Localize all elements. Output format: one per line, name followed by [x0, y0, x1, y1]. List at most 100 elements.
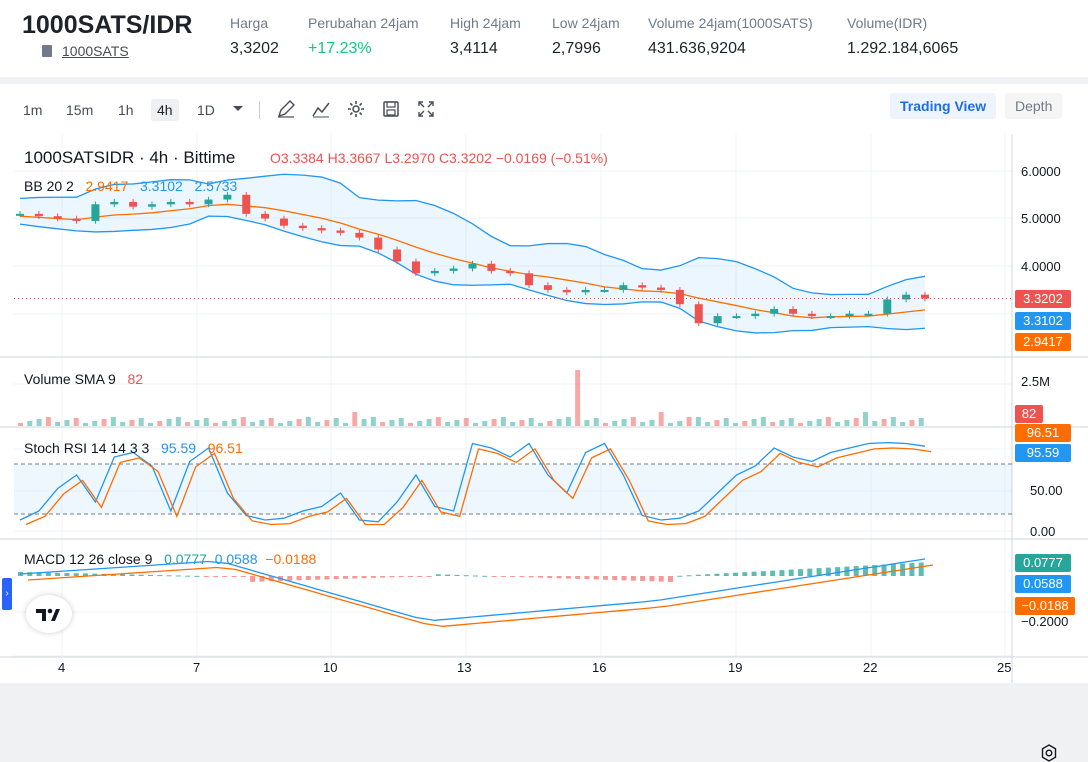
timeframe-15m[interactable]: 15m	[66, 102, 94, 118]
candle-body	[449, 268, 458, 271]
ohlc-high: H3.3667	[327, 150, 381, 166]
fullscreen-icon[interactable]	[415, 98, 437, 120]
macd-histogram-bar	[333, 576, 339, 580]
stoch-name: Stoch RSI 14 14 3 3	[24, 440, 150, 456]
stoch-band-fill	[14, 464, 1012, 514]
macd-histogram-bar	[315, 576, 321, 580]
volume-bar	[370, 417, 376, 426]
chart-canvas[interactable]	[0, 134, 1088, 683]
indicator-icon[interactable]	[310, 98, 332, 120]
volume-bar	[92, 421, 98, 426]
price-tag: 3.3202	[1015, 290, 1071, 308]
candle-body	[807, 313, 816, 317]
volume-bar	[166, 419, 172, 426]
bb-upper-value: 3.3102	[140, 178, 183, 194]
candle-body	[581, 289, 590, 293]
macd-histogram-bar	[473, 575, 478, 577]
stoch-legend[interactable]: Stoch RSI 14 14 3 3 95.59 96.51	[24, 440, 243, 456]
stat-label: Low 24jam	[552, 15, 620, 31]
chevron-down-icon[interactable]	[230, 100, 246, 116]
volume-bar	[333, 418, 339, 426]
macd-histogram-bar	[352, 576, 358, 579]
macd-histogram-bar	[603, 576, 608, 580]
macd-histogram-bar	[268, 576, 274, 582]
tradingview-logo[interactable]	[26, 595, 72, 633]
macd-legend[interactable]: MACD 12 26 close 9 0.0777 0.0588 −0.0188	[24, 551, 316, 567]
bb-legend[interactable]: BB 20 2 2.9417 3.3102 2.5733	[24, 178, 237, 194]
volume-bar	[101, 419, 107, 426]
volume-bar	[408, 423, 413, 426]
macd-histogram-bar	[807, 568, 813, 576]
volume-bar	[305, 417, 311, 426]
volume-bar	[705, 422, 711, 426]
macd-histogram-bar	[166, 575, 172, 577]
volume-bar	[918, 418, 924, 426]
volume-bar	[742, 421, 748, 426]
candle-body	[53, 216, 62, 219]
macd-histogram-bar	[92, 573, 98, 576]
volume-bar	[584, 420, 590, 426]
volume-bar	[454, 420, 460, 426]
market-header: 1000SATS/IDR 1000SATS Harga 3,3202 Perub…	[0, 0, 1088, 77]
macd-histogram-bar	[649, 576, 655, 582]
settings-gear-icon[interactable]	[1040, 744, 1058, 762]
macd-histogram-bar	[686, 575, 692, 577]
macd-histogram-bar	[175, 575, 181, 577]
macd-histogram-bar	[482, 575, 488, 577]
volume-bar	[668, 423, 673, 426]
volume-bar	[287, 421, 293, 426]
timeframe-1m[interactable]: 1m	[23, 102, 43, 118]
volume-bar	[528, 418, 534, 426]
settings-icon[interactable]	[345, 98, 367, 120]
macd-signal-value: −0.0188	[265, 551, 317, 567]
volume-bar	[695, 417, 701, 426]
candle-body	[166, 201, 175, 205]
candle-body	[713, 316, 722, 324]
volume-bar	[835, 422, 841, 426]
bb-basis-value: 2.9417	[85, 178, 129, 194]
candle-body	[374, 237, 383, 250]
coin-link[interactable]: 1000SATS	[42, 43, 129, 59]
stoch-axis-label: 50.00	[1030, 483, 1063, 498]
depth-button[interactable]: Depth	[1005, 93, 1063, 119]
candle-body	[242, 194, 251, 214]
candle-body	[902, 294, 911, 300]
volume-legend[interactable]: Volume SMA 9 82	[24, 371, 143, 387]
volume-bar	[240, 417, 246, 426]
timeframe-1h[interactable]: 1h	[118, 102, 134, 118]
macd-histogram-bar	[45, 572, 51, 576]
candle-body	[600, 289, 609, 292]
volume-bar	[593, 418, 599, 426]
macd-histogram-bar	[194, 575, 200, 577]
macd-histogram-bar	[110, 574, 116, 576]
volume-bar	[231, 419, 237, 426]
save-icon[interactable]	[380, 98, 402, 120]
volume-bar	[844, 420, 850, 426]
macd-histogram-bar	[73, 573, 79, 576]
volume-bar	[185, 422, 191, 426]
x-axis-label: 10	[323, 660, 338, 675]
volume-bar	[677, 421, 683, 426]
stat-label: Volume(IDR)	[847, 15, 928, 31]
volume-bar	[909, 420, 915, 426]
candle-body	[16, 213, 24, 216]
trading-view-button[interactable]: Trading View	[890, 93, 997, 119]
stat-value: 3,4114	[450, 40, 498, 57]
bb-upper-tag: 3.3102	[1015, 312, 1071, 330]
macd-histogram-bar	[148, 574, 153, 576]
macd-histogram-bar	[881, 564, 887, 576]
chart-toolbar: 1m 15m 1h 4h 1D Trading View Depth	[0, 84, 1088, 135]
candle-body	[91, 204, 100, 221]
volume-bar	[881, 419, 887, 426]
macd-histogram-bar	[825, 567, 831, 576]
timeframe-4h[interactable]: 4h	[151, 99, 179, 121]
candle-body	[525, 273, 534, 286]
macd-histogram-bar	[380, 576, 386, 578]
collapse-arrow-icon[interactable]: ›	[2, 578, 12, 610]
stoch-k-tag: 95.59	[1015, 444, 1071, 462]
macd-histogram-bar	[918, 562, 924, 576]
coin-icon	[42, 45, 52, 57]
chart-panel[interactable]: 1m 15m 1h 4h 1D Trading View Depth 1000S…	[0, 84, 1088, 762]
draw-icon[interactable]	[275, 98, 297, 120]
timeframe-1d[interactable]: 1D	[197, 102, 215, 118]
